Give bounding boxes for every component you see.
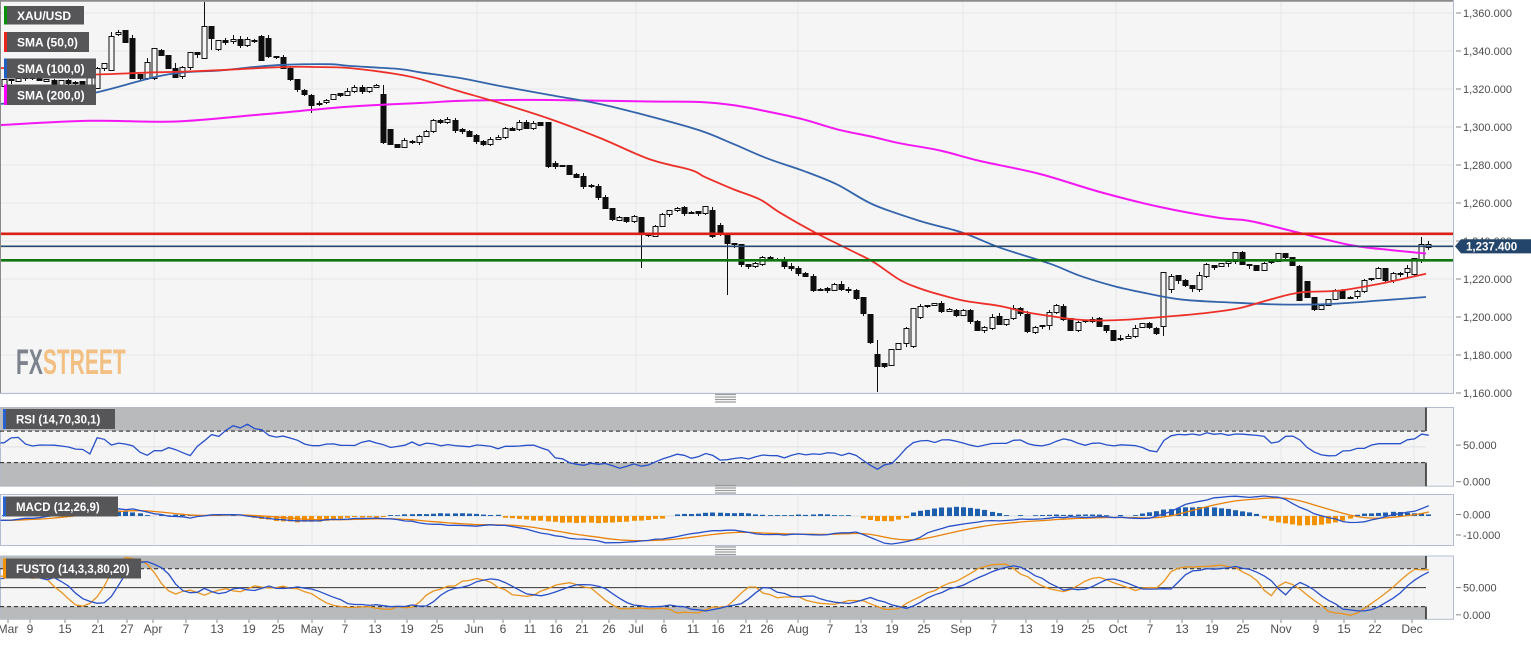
svg-text:26: 26	[602, 622, 616, 636]
svg-text:22: 22	[1368, 622, 1382, 636]
svg-text:FUSTO (14,3,3,80,20): FUSTO (14,3,3,80,20)	[16, 564, 130, 576]
svg-text:1,180.000: 1,180.000	[1463, 350, 1512, 362]
svg-text:21: 21	[739, 622, 753, 636]
svg-text:XAU/USD: XAU/USD	[17, 9, 71, 23]
svg-text:0.000: 0.000	[1463, 477, 1491, 489]
svg-text:Apr: Apr	[144, 622, 163, 636]
svg-text:13: 13	[1175, 622, 1189, 636]
svg-text:15: 15	[58, 622, 72, 636]
svg-text:13: 13	[1019, 622, 1033, 636]
svg-text:25: 25	[271, 622, 285, 636]
svg-text:MACD (12,26,9): MACD (12,26,9)	[16, 502, 100, 514]
svg-text:0.000: 0.000	[1463, 610, 1491, 622]
svg-text:21: 21	[91, 622, 105, 636]
svg-text:7: 7	[991, 622, 998, 636]
svg-text:19: 19	[885, 622, 899, 636]
svg-text:25: 25	[1081, 622, 1095, 636]
svg-text:9: 9	[27, 622, 34, 636]
svg-text:25: 25	[917, 622, 931, 636]
svg-text:1,340.000: 1,340.000	[1463, 46, 1512, 58]
svg-text:19: 19	[400, 622, 414, 636]
svg-text:RSI (14,70,30,1): RSI (14,70,30,1)	[16, 415, 101, 427]
svg-text:-10.000: -10.000	[1463, 530, 1500, 542]
svg-text:0.000: 0.000	[1463, 510, 1491, 522]
svg-text:19: 19	[1205, 622, 1219, 636]
svg-text:1,280.000: 1,280.000	[1463, 160, 1512, 172]
svg-text:Jul: Jul	[628, 622, 643, 636]
svg-text:19: 19	[1050, 622, 1064, 636]
svg-text:11: 11	[524, 622, 537, 636]
svg-text:16: 16	[549, 622, 563, 636]
svg-text:Aug: Aug	[787, 622, 808, 636]
svg-text:11: 11	[687, 622, 700, 636]
svg-text:9: 9	[1313, 622, 1320, 636]
svg-text:SMA (50,0): SMA (50,0)	[17, 36, 78, 50]
svg-text:13: 13	[854, 622, 868, 636]
svg-text:1,300.000: 1,300.000	[1463, 122, 1512, 134]
svg-text:Nov: Nov	[1270, 622, 1291, 636]
svg-text:7: 7	[342, 622, 349, 636]
svg-text:27: 27	[120, 622, 134, 636]
svg-text:13: 13	[368, 622, 382, 636]
svg-text:7: 7	[1147, 622, 1154, 636]
svg-text:1,237.400: 1,237.400	[1466, 242, 1517, 254]
svg-text:SMA (100,0): SMA (100,0)	[17, 62, 85, 76]
svg-text:6: 6	[661, 622, 668, 636]
svg-text:1,220.000: 1,220.000	[1463, 274, 1512, 286]
svg-text:21: 21	[575, 622, 589, 636]
svg-text:16: 16	[711, 622, 725, 636]
svg-text:Mar: Mar	[0, 622, 18, 636]
svg-text:SMA (200,0): SMA (200,0)	[17, 88, 85, 102]
svg-text:FXSTREET: FXSTREET	[16, 344, 126, 383]
svg-text:6: 6	[500, 622, 507, 636]
svg-text:1,360.000: 1,360.000	[1463, 8, 1512, 20]
svg-text:13: 13	[210, 622, 224, 636]
svg-text:26: 26	[760, 622, 774, 636]
svg-text:May: May	[301, 622, 324, 636]
svg-text:Oct: Oct	[1109, 622, 1128, 636]
svg-text:1,160.000: 1,160.000	[1463, 388, 1512, 400]
svg-text:1,200.000: 1,200.000	[1463, 312, 1512, 324]
svg-text:Dec: Dec	[1401, 622, 1422, 636]
svg-text:Sep: Sep	[950, 622, 972, 636]
svg-text:50.000: 50.000	[1463, 440, 1497, 452]
svg-text:15: 15	[1337, 622, 1351, 636]
svg-text:25: 25	[430, 622, 444, 636]
svg-text:50.000: 50.000	[1463, 583, 1497, 595]
svg-text:19: 19	[242, 622, 256, 636]
svg-text:Jun: Jun	[464, 622, 483, 636]
svg-text:7: 7	[827, 622, 834, 636]
svg-text:25: 25	[1236, 622, 1250, 636]
svg-text:1,260.000: 1,260.000	[1463, 198, 1512, 210]
svg-text:7: 7	[183, 622, 190, 636]
svg-text:1,320.000: 1,320.000	[1463, 84, 1512, 96]
